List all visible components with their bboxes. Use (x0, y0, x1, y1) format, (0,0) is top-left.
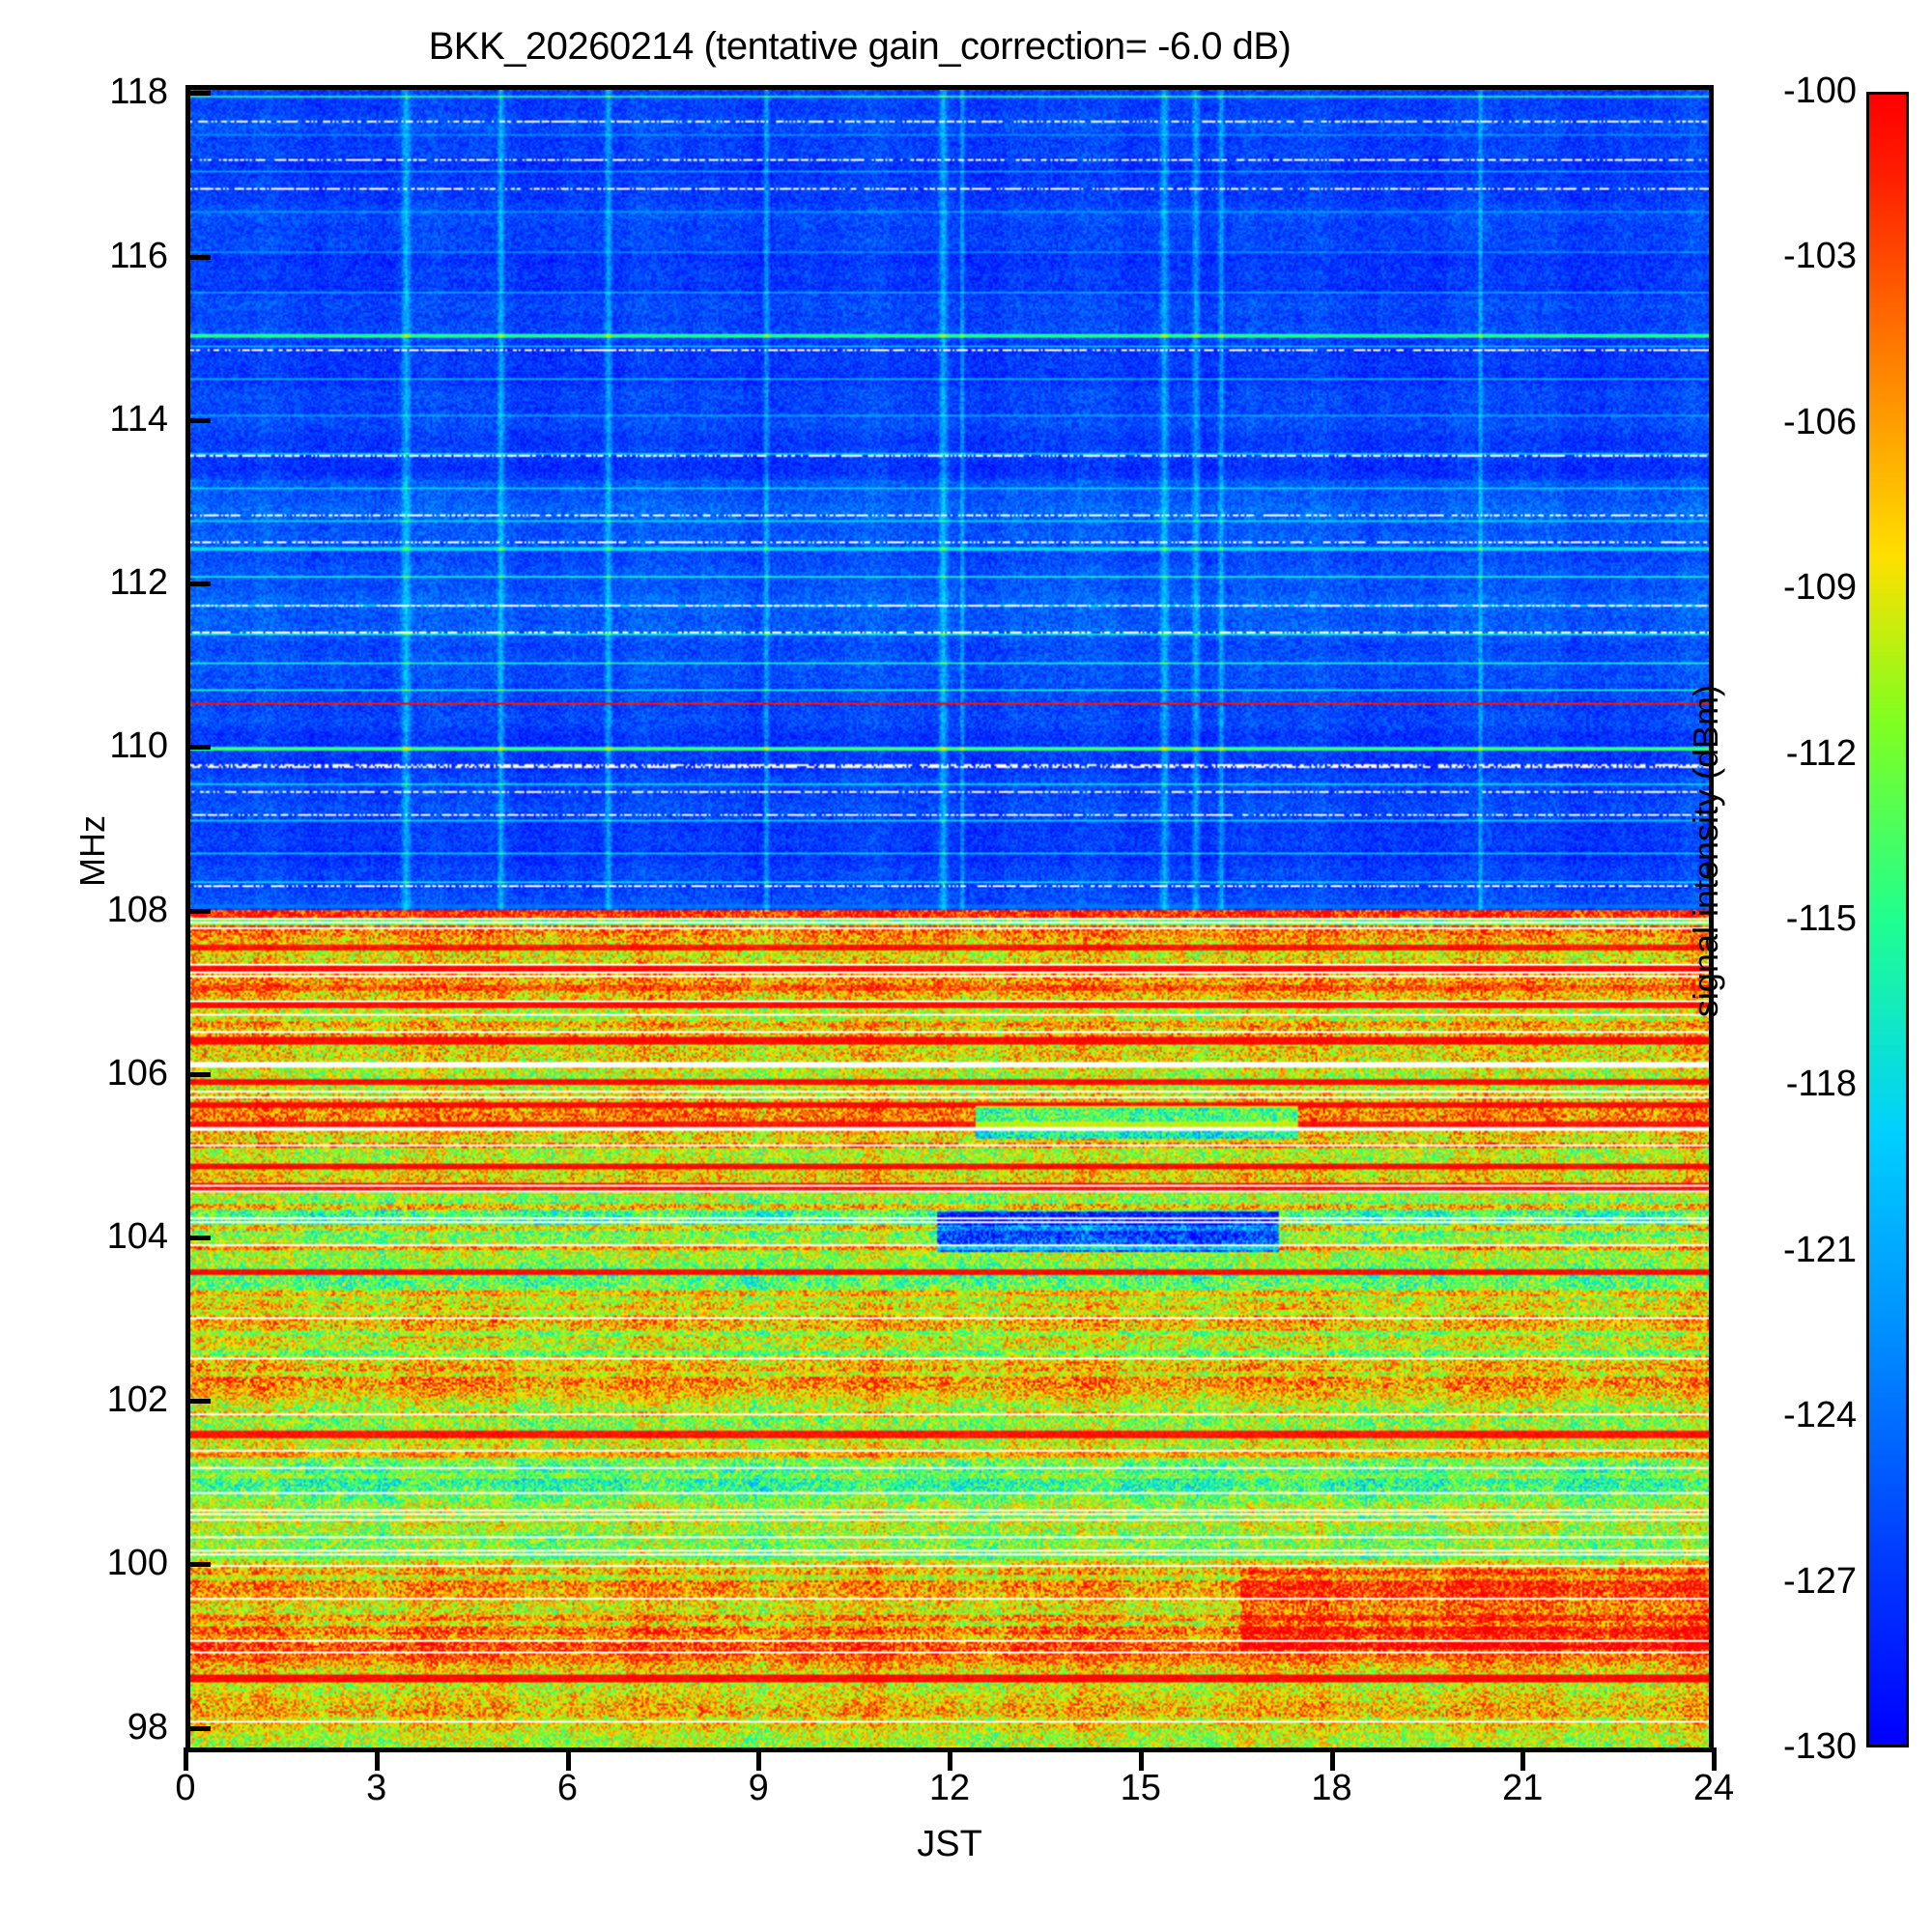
x-tick-label: 18 (1311, 1768, 1352, 1808)
chart-title: BKK_20260214 (tentative gain_correction=… (428, 25, 1292, 68)
colorbar-gradient (1869, 95, 1906, 1745)
x-tick-label: 0 (175, 1768, 196, 1808)
colorbar-tick-label: -100 (1782, 71, 1857, 111)
y-tick-mark (185, 417, 211, 423)
colorbar-tick-label: -106 (1782, 401, 1857, 442)
x-tick-mark (1329, 1747, 1335, 1771)
y-tick-label: 104 (106, 1215, 168, 1257)
y-tick-label: 110 (109, 725, 168, 767)
y-tick-mark (185, 1399, 211, 1405)
x-tick-mark (374, 1747, 380, 1771)
y-tick-label: 98 (127, 1706, 168, 1747)
x-tick-mark (948, 1747, 952, 1771)
x-tick-mark (1138, 1747, 1144, 1771)
colorbar-tick-label: -112 (1785, 732, 1857, 774)
y-tick-mark (185, 254, 211, 260)
x-tick-label: 3 (366, 1768, 387, 1808)
y-tick-label: 114 (109, 398, 168, 440)
x-tick-label: 6 (556, 1768, 579, 1808)
y-tick-label: 102 (106, 1379, 168, 1421)
x-tick-label: 15 (1120, 1768, 1161, 1808)
spectrogram-image (190, 90, 1709, 1747)
x-axis-label: JST (917, 1824, 982, 1864)
x-tick-mark (1712, 1747, 1717, 1771)
x-tick-mark (565, 1747, 571, 1771)
x-tick-mark (1520, 1747, 1526, 1771)
y-tick-label: 106 (106, 1052, 168, 1094)
colorbar-tick-label: -121 (1782, 1229, 1857, 1270)
colorbar-tick-label: -115 (1785, 898, 1857, 939)
y-tick-mark (185, 582, 211, 587)
x-tick-label: 9 (748, 1768, 769, 1808)
x-tick-mark (756, 1747, 762, 1771)
x-tick-mark (184, 1747, 188, 1771)
y-tick-mark (185, 745, 211, 751)
x-tick-label: 12 (928, 1768, 971, 1808)
y-tick-mark (185, 1071, 211, 1077)
y-tick-label: 118 (109, 71, 168, 113)
x-tick-label: 24 (1692, 1768, 1735, 1808)
y-tick-mark (185, 91, 211, 97)
colorbar-axis-label: signal intensity (dBm) (1686, 684, 1725, 1018)
colorbar-tick-label: -130 (1782, 1726, 1857, 1767)
y-tick-mark (185, 908, 211, 914)
colorbar-tick-label: -124 (1782, 1395, 1857, 1436)
y-tick-label: 108 (106, 889, 168, 930)
y-tick-label: 116 (109, 235, 168, 276)
y-tick-label: 100 (106, 1543, 168, 1584)
colorbar-tick-label: -109 (1782, 567, 1857, 609)
spectrogram-plot-area[interactable] (185, 85, 1714, 1752)
colorbar-tick-label: -103 (1782, 236, 1857, 277)
colorbar-tick-label: -118 (1785, 1064, 1857, 1105)
colorbar-tick-label: -127 (1782, 1560, 1857, 1602)
y-tick-label: 112 (109, 562, 168, 604)
x-tick-label: 21 (1502, 1768, 1544, 1808)
colorbar[interactable] (1866, 92, 1909, 1747)
y-tick-mark (185, 1235, 211, 1240)
y-tick-mark (185, 1725, 211, 1731)
y-tick-mark (185, 1562, 211, 1568)
